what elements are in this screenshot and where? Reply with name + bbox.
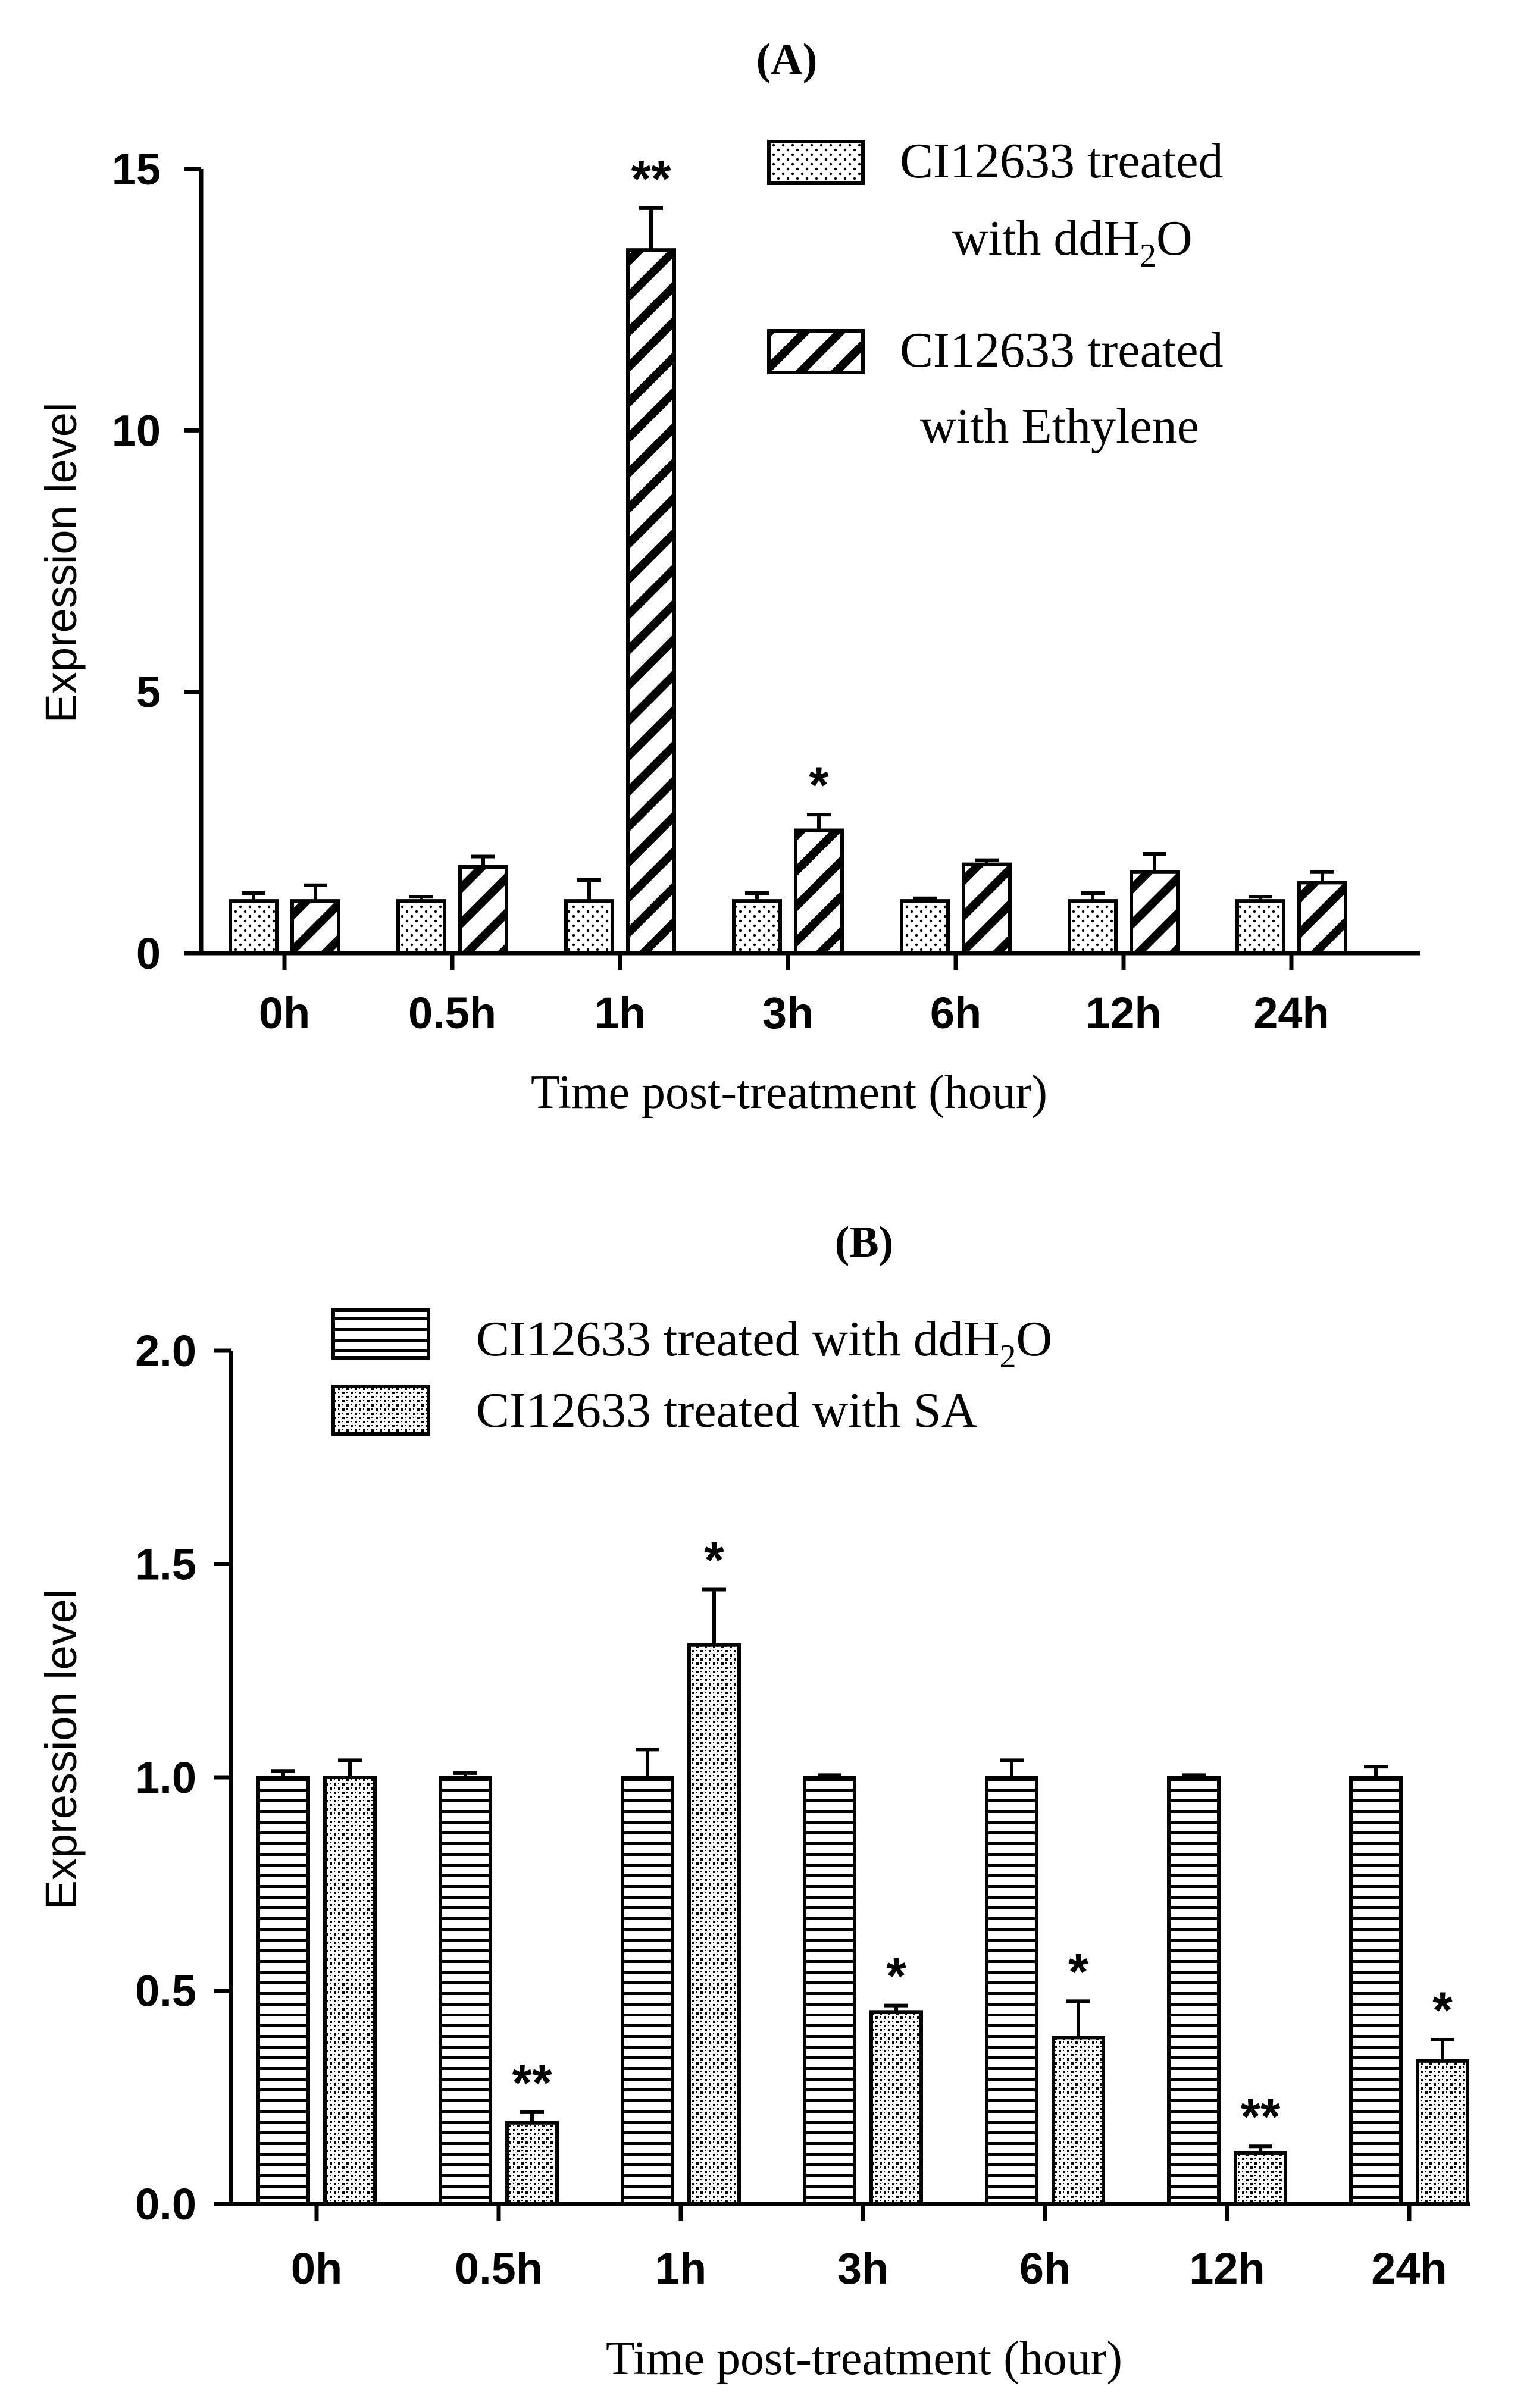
panel-b-bar-s2-0.5h	[505, 2121, 559, 2206]
panel-a-x-tick-label: 1h	[595, 988, 646, 1038]
panel-b-y-tick-label: 1.0	[135, 1753, 196, 1802]
panel-a-x-tick-label: 12h	[1085, 988, 1162, 1038]
panel-b-significance-marker: *	[704, 1532, 724, 1589]
panel-a-x-tick-label: 0.5h	[408, 988, 496, 1038]
panel-a-bar-s1-0.5h	[396, 899, 446, 955]
panel-a-bar-s1-0h	[229, 899, 279, 955]
legend-a-label-ethylene-line2: with Ethylene	[920, 399, 1199, 454]
legend-b-ddh2o-main: CI12633 treated with ddH	[476, 1311, 1000, 1367]
panel-b-legend: CI12633 treated with ddH2O CI12633 treat…	[331, 1308, 1052, 1438]
panel-a-axes: 0 5 10 15 0h 0.5h 1h 3h 6h 12h 24h	[112, 145, 1420, 1038]
panel-b-x-tick-label: 6h	[1019, 2244, 1071, 2293]
panel-b-significance-marker: **	[1241, 2088, 1281, 2146]
legend-b-label-ddh2o: CI12633 treated with ddH2O	[476, 1311, 1052, 1375]
panel-a-ylabel: Expression level	[36, 403, 86, 724]
panel-b-x-tick-label: 24h	[1371, 2244, 1447, 2293]
panel-b-bar-s1-0h	[256, 1776, 310, 2206]
panel-a-bar-s2-3h	[794, 828, 844, 955]
panel-a-x-tick-label: 0h	[259, 988, 310, 1038]
legend-a-label-ddh2o-line2: with ddH2O	[952, 211, 1193, 274]
panel-b-y-tick-label: 0.0	[135, 2180, 196, 2229]
panel-b-bar-s2-24h	[1416, 2059, 1469, 2206]
panel-a-bar-s2-0h	[290, 899, 340, 955]
panel-a-y-tick-label: 15	[112, 145, 161, 194]
legend-a-ddh2o-main: with ddH	[952, 211, 1140, 266]
panel-a-y-tick-label: 10	[112, 406, 161, 455]
panel-b-bar-s2-12h	[1234, 2150, 1287, 2206]
panel-b-bar-s2-1h	[687, 1643, 741, 2206]
panel-a-bar-s1-3h	[732, 899, 782, 955]
panel-a-bar-s2-24h	[1297, 881, 1347, 956]
legend-b-ddh2o-sub: 2	[1000, 1338, 1016, 1375]
panel-b-label: (B)	[835, 1218, 894, 1267]
panel-b-xlabel: Time post-treatment (hour)	[606, 2332, 1122, 2385]
panel-b-y-tick-label: 1.5	[135, 1540, 196, 1589]
legend-a-swatch-ddh2o	[767, 140, 865, 185]
panel-a-legend: CI12633 treated with ddH2O CI12633 treat…	[767, 133, 1224, 454]
panel-b-x-tick-label: 3h	[837, 2244, 888, 2293]
panel-b-bar-s1-1h	[621, 1776, 674, 2206]
panel-a-bar-s2-1h	[626, 248, 676, 955]
panel-b-bar-s1-3h	[803, 1776, 856, 2206]
panel-a-bar-s1-1h	[564, 899, 614, 955]
panel-b-bar-s1-0.5h	[439, 1776, 492, 2206]
panel-b-x-tick-label: 0.5h	[455, 2244, 543, 2293]
panel-b-bar-s2-0h	[323, 1776, 377, 2206]
panel-a-label: (A)	[756, 35, 818, 84]
panel-b-ylabel: Expression level	[36, 1589, 86, 1910]
panel-b-bar-s1-6h	[985, 1776, 1038, 2206]
panel-b-significance-marker: *	[1068, 1943, 1088, 2000]
panel-b-bar-s2-6h	[1052, 2036, 1105, 2206]
panel-b-y-tick-label: 2.0	[135, 1326, 196, 1376]
panel-b: (B) 0.00.51.01.52.00h 0.5h 1h 3h 6h 12h 24h **…	[36, 1218, 1470, 2385]
legend-a-label-ethylene-line1: CI12633 treated	[900, 322, 1224, 378]
panel-a-bar-s1-12h	[1068, 899, 1118, 955]
panel-a-bar-s1-24h	[1235, 899, 1285, 955]
panel-a-significance-marker: *	[809, 757, 829, 814]
legend-a-ddh2o-tail: O	[1156, 211, 1193, 266]
panel-b-axes: 0.0 0.5 1.0 1.5 2.0 0h 0.5h 1h 3h 6h 12h 24h	[135, 1326, 1470, 2293]
panel-b-x-tick-label: 12h	[1189, 2244, 1265, 2293]
panel-a-bar-s2-12h	[1130, 870, 1180, 955]
legend-a-label-ddh2o-line1: CI12633 treated	[900, 133, 1224, 189]
panel-a-xlabel: Time post-treatment (hour)	[531, 1066, 1047, 1119]
panel-a-bar-s2-6h	[962, 862, 1012, 956]
panel-b-bar-s2-3h	[869, 2010, 923, 2206]
legend-a-ddh2o-sub: 2	[1140, 237, 1156, 274]
legend-b-label-sa: CI12633 treated with SA	[476, 1383, 978, 1438]
legend-a-swatch-ethylene	[767, 329, 865, 374]
panel-a-significance-marker: **	[631, 151, 671, 208]
panel-a-bar-s2-0.5h	[458, 865, 508, 956]
panel-a-x-tick-label: 3h	[762, 988, 814, 1038]
panel-b-bar-s1-12h	[1167, 1776, 1221, 2206]
panel-b-y-tick-label: 0.5	[135, 1967, 196, 2016]
panel-b-significance-marker: *	[1432, 1982, 1453, 2039]
legend-b-swatch-ddh2o	[331, 1308, 430, 1360]
panel-a-bar-s1-6h	[900, 899, 950, 955]
panel-b-significance-marker: *	[886, 1948, 906, 2005]
legend-b-swatch-sa	[331, 1385, 430, 1436]
panel-b-significance-marker: **	[512, 2055, 552, 2112]
panel-a-x-tick-label: 24h	[1253, 988, 1329, 1038]
panel-a-bars: ***	[229, 151, 1347, 956]
panel-a-y-tick-label: 0	[136, 929, 161, 978]
legend-b-ddh2o-tail: O	[1016, 1311, 1053, 1367]
panel-b-bar-s1-24h	[1349, 1776, 1403, 2206]
panel-b-x-tick-label: 0h	[291, 2244, 342, 2293]
panel-a-y-tick-label: 5	[136, 668, 161, 717]
panel-b-bars: **** ****	[256, 1532, 1469, 2206]
panel-b-x-tick-label: 1h	[655, 2244, 706, 2293]
panel-a-x-tick-label: 6h	[930, 988, 981, 1038]
